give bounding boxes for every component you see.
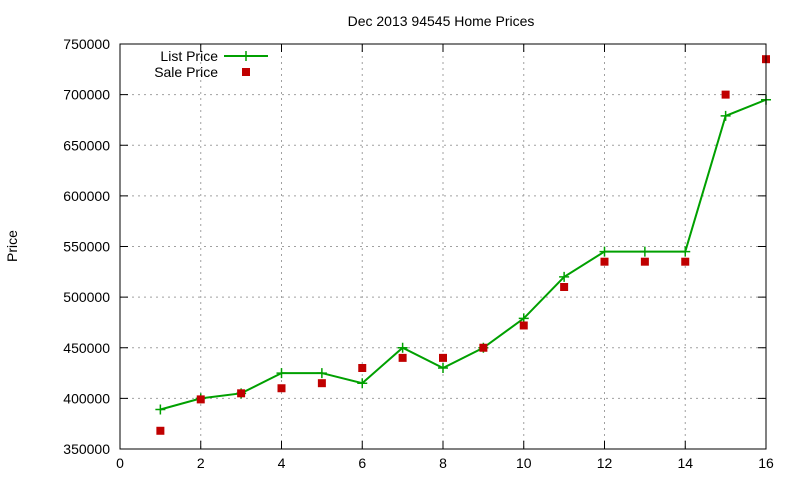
x-tick-label: 2 [197,455,205,471]
sale-price-point [196,395,205,404]
sale-price-point [479,343,488,352]
y-tick-label: 650000 [63,137,110,153]
y-tick-label: 400000 [63,390,110,406]
sale-price-point [721,90,730,99]
x-tick-label: 0 [116,455,124,471]
y-tick-label: 350000 [63,441,110,457]
list-price-point [559,271,570,282]
sale-price-point [560,283,569,291]
list-price-point [599,246,610,257]
y-tick-label: 700000 [63,87,110,103]
sale-price-point [681,257,690,266]
chart-title: Dec 2013 94545 Home Prices [348,13,535,29]
y-tick-label: 750000 [63,36,110,52]
x-tick-label: 12 [597,455,613,471]
x-tick-label: 14 [677,455,693,471]
sale-price-point [317,379,326,388]
y-tick-label: 500000 [63,289,110,305]
sale-price-point [398,353,407,362]
list-price-point [276,368,287,379]
sale-price-point [277,384,286,393]
axis-ticks: 350000 400000 450000 500000 550000 600000 6500… [63,36,774,471]
legend-square-swatch [242,68,250,76]
x-tick-label: 10 [516,455,532,471]
list-price-point [316,368,327,379]
sale-price-point [640,257,649,266]
legend-cross-swatch [241,51,251,61]
list-price-point [438,363,448,373]
sale-price-point [156,426,165,435]
list-price-point [155,404,166,415]
x-tick-label: 6 [358,455,366,471]
list-price-point [680,246,691,257]
sale-price-point [439,353,447,362]
y-tick-label: 600000 [63,188,110,204]
x-tick-label: 16 [758,455,774,471]
list-price-point [357,378,368,389]
legend-label: Sale Price [154,64,218,80]
list-price-line [160,98,767,411]
grid-lines [120,44,766,449]
list-price-point [639,246,650,257]
sale-price-point [519,321,528,330]
sale-price-point [358,364,367,372]
legend-label: List Price [160,48,218,64]
x-tick-label: 4 [278,455,286,471]
list-price-point [397,342,408,353]
x-tick-label: 8 [439,455,447,471]
data-series [155,55,771,435]
y-axis-label: Price [4,230,20,262]
plot-frame [119,43,767,450]
sale-price-point [600,257,609,266]
list-price-point [720,110,731,121]
sale-price-point [237,389,246,398]
y-tick-label: 550000 [63,239,110,255]
y-tick-label: 450000 [63,340,110,356]
